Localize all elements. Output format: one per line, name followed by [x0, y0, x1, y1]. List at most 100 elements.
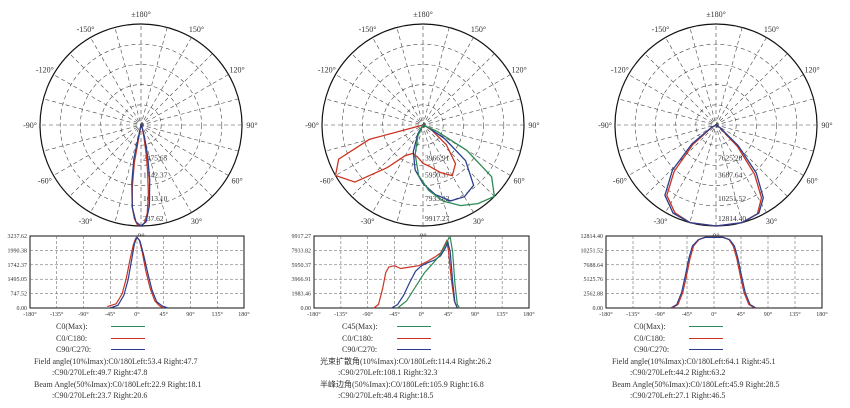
line-plot-x-tick: -90° — [78, 311, 89, 318]
line-plot-x-tick: 0° — [419, 311, 425, 318]
polar-angle-label: -30° — [654, 217, 668, 226]
polar-angle-label: 30° — [191, 217, 202, 226]
line-plot-x-tick: 45° — [160, 311, 169, 318]
angle-note: Field angle(10%Imax):C0/180Left:53.4 Rig… — [34, 356, 198, 366]
line-plot-x-tick: -135° — [334, 311, 348, 318]
line-plot-x-tick: -45° — [105, 311, 116, 318]
legend-label: C0/C180: — [634, 333, 666, 343]
legend-item: C0(Max): — [634, 321, 780, 333]
line-plot-x-tick: -90° — [363, 311, 374, 318]
line-plot-x-tick: -90° — [655, 311, 666, 318]
line-plot-y-tick: 7688.64 — [584, 263, 604, 269]
line-series-curve-2 — [670, 236, 757, 309]
legend-item: C0/C180: — [634, 333, 780, 345]
line-plot: -180° -135° -90° -45° 0° 45° 90° 135° 180° 9917.2… — [292, 234, 536, 318]
legend-swatch — [689, 349, 723, 350]
legend-swatch — [111, 326, 145, 327]
polar-angle-label: -30° — [79, 217, 93, 226]
polar-angle-label: 120° — [805, 66, 820, 75]
legend-item: C0/C180: — [342, 333, 491, 345]
polar-angle-label: 60° — [232, 177, 243, 186]
line-plot-y-tick: 9917.27 — [292, 234, 312, 240]
legend-swatch — [397, 337, 431, 339]
angle-note: :C90/270Left:108.1 Right:32.3 — [338, 368, 438, 377]
line-plot-x-tick: -45° — [389, 311, 400, 318]
polar-radial-label: 1742.37 — [143, 171, 168, 180]
line-plot-y-tick: 5125.76 — [584, 277, 604, 283]
line-plot: -180° -135° -90° -45° 0° 45° 90° 135° 180° 3237.6… — [8, 234, 251, 318]
line-plot-y-tick: 0.00 — [593, 306, 604, 312]
polar-angle-label: 30° — [473, 217, 484, 226]
polar-angle-label: 90° — [528, 121, 539, 130]
angle-note: Field angle(10%Imax):C0/180Left:64.1 Rig… — [612, 356, 776, 366]
line-plot-x-tick: 45° — [737, 311, 746, 318]
angle-note: :C90/270Left:27.1 Right:46.5 — [630, 391, 726, 400]
polar-angle-label: ±180° — [413, 10, 433, 19]
line-series-curve-1 — [373, 239, 458, 309]
polar-radial-label: 7625.28 — [718, 153, 743, 162]
polar-angle-label: -150° — [652, 25, 670, 34]
line-plot-y-tick: 1495.05 — [8, 277, 28, 283]
polar-series-curve-1 — [666, 124, 763, 227]
polar-angle-label: -90° — [598, 121, 612, 130]
polar-ring — [634, 43, 798, 207]
polar-plot: ±180° -150° 150° -120° 120° -90° 90° -60° 60° -30… — [305, 10, 540, 241]
line-plot-x-tick: -180° — [23, 311, 37, 318]
chart-group-3: ±180° -150° 150° -120° 120° -90° 90° -60° 60° -30… — [581, 10, 833, 318]
polar-angle-label: -90° — [23, 121, 37, 130]
line-plot-y-tick: 747.52 — [11, 292, 28, 298]
polar-radial-label: 2475.65 — [143, 153, 168, 162]
polar-angle-label: 90° — [821, 121, 832, 130]
polar-series-curve-3 — [414, 124, 496, 207]
angle-note: :C90/270Left:23.7 Right:20.6 — [52, 391, 148, 400]
polar-angle-label: 150° — [764, 25, 779, 34]
polar-angle-label: -30° — [361, 217, 375, 226]
polar-series-curve-2 — [131, 122, 151, 227]
line-plot-y-tick: 5950.37 — [292, 263, 312, 269]
legend-label: C0(Max): — [56, 322, 88, 331]
line-plot-x-tick: 180° — [523, 311, 535, 318]
line-plot-y-tick: 10251.52 — [581, 248, 604, 254]
polar-angle-label: -150° — [359, 25, 377, 34]
polar-radial-label: 237.62 — [143, 214, 164, 223]
line-plot-x-tick: 180° — [238, 311, 250, 318]
polar-angle-label: -120° — [611, 66, 629, 75]
angle-note: :C90/270Left:44.2 Right:63.2 — [630, 368, 726, 377]
polar-angle-label: -120° — [36, 66, 54, 75]
line-plot-x-tick: 90° — [471, 311, 480, 318]
polar-plot: ±180° -150° 150° -120° 120° -90° 90° -60° 60° -30… — [23, 10, 258, 241]
line-plot-y-tick: 2562.88 — [584, 292, 604, 298]
polar-angle-label: ±180° — [706, 10, 726, 19]
legend-item: C0/C180: — [56, 333, 202, 345]
legend-swatch — [397, 326, 431, 327]
line-plot-x-tick: -180° — [599, 311, 613, 318]
polar-angle-label: -60° — [38, 177, 52, 186]
legend-item: C90/C270: — [56, 344, 202, 356]
line-plot-y-tick: 1742.37 — [8, 263, 28, 269]
polar-plot: ±180° -150° 150° -120° 120° -90° 90° -60° 60° -30… — [598, 10, 833, 241]
line-plot-x-tick: 180° — [816, 311, 828, 318]
line-plot-y-tick: 0.00 — [301, 306, 312, 312]
legend-item: C90/C270: — [342, 344, 491, 356]
angle-note: Beam Angle(50%Imax):C0/180Left:22.9 Righ… — [34, 379, 202, 389]
line-plot: -180° -135° -90° -45° 0° 45° 90° 135° 180° 12814.… — [581, 234, 829, 318]
line-plot-x-tick: -135° — [50, 311, 64, 318]
polar-angle-label: 150° — [189, 25, 204, 34]
line-plot-x-tick: -45° — [682, 311, 693, 318]
line-plot-x-tick: 0° — [711, 311, 717, 318]
polar-angle-label: -60° — [613, 177, 627, 186]
polar-angle-label: -60° — [320, 177, 334, 186]
polar-ring — [341, 43, 505, 207]
line-plot-x-tick: -180° — [307, 311, 321, 318]
legend-item: C90/C270: — [634, 344, 780, 356]
line-plot-x-tick: 90° — [186, 311, 195, 318]
line-plot-y-tick: 1983.46 — [292, 292, 312, 298]
line-plot-x-tick: 135° — [212, 311, 224, 318]
polar-angle-label: -120° — [318, 66, 336, 75]
line-plot-y-tick: 0.00 — [17, 306, 28, 312]
angle-note: Beam Angle(50%Imax):C0/180Left:45.9 Righ… — [612, 379, 780, 389]
line-plot-x-tick: -135° — [626, 311, 640, 318]
line-plot-y-tick: 3966.91 — [292, 277, 312, 283]
angle-note: :C90/270Left:49.7 Right:47.8 — [52, 368, 148, 377]
